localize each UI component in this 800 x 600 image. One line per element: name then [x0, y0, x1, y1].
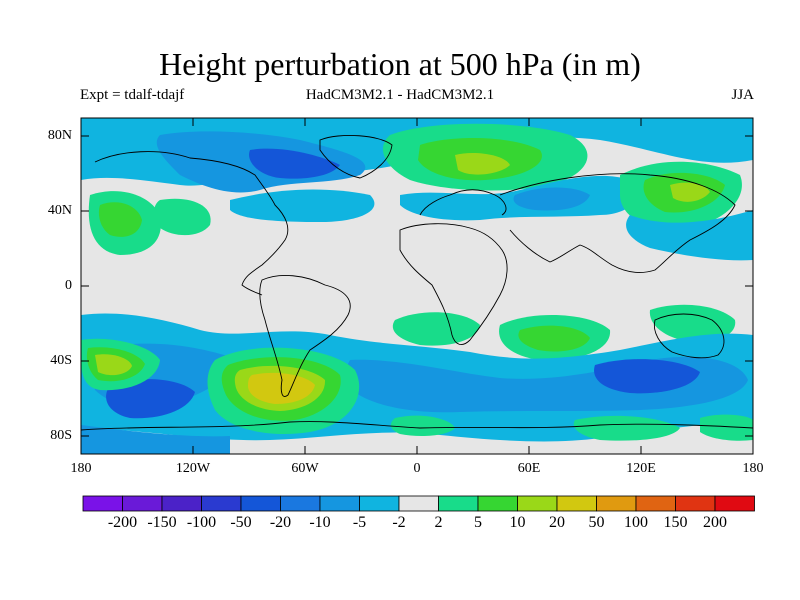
colorbar-swatch — [714, 495, 755, 512]
axis-ticks — [81, 118, 753, 454]
lat-label-80s: 80S — [50, 428, 72, 443]
anomaly-arctic-dark — [249, 148, 340, 179]
anomaly-nwpacific-core — [670, 182, 710, 202]
lat-label-0: 0 — [65, 278, 72, 293]
plot-title: Height perturbation at 500 hPa (in m) — [159, 46, 641, 82]
colorbar-swatch — [556, 495, 597, 512]
model-label: HadCM3M2.1 - HadCM3M2.1 — [305, 87, 495, 103]
lon-label-60w: 60W — [291, 461, 319, 476]
lon-label-180w: 180 — [70, 461, 92, 476]
colorbar-swatch — [477, 495, 518, 512]
colorbar-swatch — [161, 495, 202, 512]
coastlines — [81, 135, 753, 431]
lon-label-180e: 180 — [742, 461, 764, 476]
colorbar-label: 100 — [624, 514, 648, 531]
colorbar-label: -50 — [230, 514, 252, 531]
anomaly-s-atlantic-green — [392, 312, 480, 346]
colorbar-label: -100 — [186, 514, 217, 531]
colorbar-swatch — [438, 495, 479, 512]
anomaly-antarctic-green-2 — [573, 415, 680, 441]
colorbar-swatch — [359, 495, 400, 512]
colorbar-swatch — [596, 495, 637, 512]
lat-label-80n: 80N — [47, 128, 72, 143]
colorbar-swatch — [240, 495, 281, 512]
anomaly-s-indian-mid — [518, 325, 590, 352]
colorbar-label: -5 — [352, 514, 367, 531]
coast-greenland — [319, 135, 393, 179]
colorbar-swatch — [82, 495, 123, 512]
anomaly-eurasia-mid — [513, 187, 590, 211]
coast-australia — [653, 313, 725, 359]
lon-label-60e: 60E — [517, 461, 541, 476]
colorbar-swatch — [398, 495, 439, 512]
coast-south-america — [259, 275, 351, 397]
anomaly-s-indian-dark — [594, 359, 700, 394]
colorbar-label: -20 — [269, 514, 292, 531]
coast-antarctica — [81, 421, 753, 431]
colorbar-label: 150 — [663, 514, 688, 531]
colorbar-label: 2 — [434, 514, 443, 531]
lon-label-120e: 120E — [626, 461, 656, 476]
experiment-label: Expt = tdalf-tdajf — [80, 87, 185, 103]
season-label: JJA — [731, 87, 754, 103]
colorbar — [82, 495, 755, 512]
coast-africa — [399, 223, 508, 346]
colorbar-label: 20 — [549, 514, 565, 531]
anomaly-nepacific-mid — [98, 202, 142, 237]
anomaly-s-pacific-core — [95, 354, 132, 376]
lat-label-40n: 40N — [47, 203, 72, 218]
colorbar-label: 50 — [588, 514, 605, 531]
colorbar-swatch — [517, 495, 558, 512]
anomaly-natlantic-blue — [230, 189, 375, 222]
lon-label-120w: 120W — [175, 461, 211, 476]
colorbar-label: -150 — [147, 514, 177, 531]
anomaly-s-pacific-dark — [106, 379, 195, 419]
colorbar-label: -200 — [107, 514, 138, 531]
colorbar-label: 5 — [474, 514, 482, 531]
contour-field — [81, 118, 753, 454]
colorbar-swatch — [201, 495, 242, 512]
coast-north-america — [94, 151, 289, 296]
colorbar-swatch — [319, 495, 360, 512]
colorbar-label: 10 — [509, 514, 526, 531]
anomaly-antarctic-green-3 — [700, 414, 753, 441]
colorbar-swatch — [675, 495, 716, 512]
anomaly-npacific-blue — [626, 210, 753, 261]
anomaly-antarctic-green-1 — [390, 415, 455, 436]
coast-europe — [419, 189, 507, 216]
anomaly-scandinavia-core — [455, 153, 510, 175]
lon-label-0: 0 — [413, 461, 421, 476]
colorbar-swatch — [280, 495, 321, 512]
anomaly-aus-green — [649, 304, 736, 343]
colorbar-label: -10 — [309, 514, 331, 531]
colorbar-swatch — [635, 495, 676, 512]
colorbar-label: 200 — [703, 514, 727, 531]
colorbar-label: -2 — [392, 514, 406, 531]
coast-asia — [499, 173, 736, 273]
colorbar-swatch — [122, 495, 163, 512]
lat-label-40s: 40S — [50, 353, 72, 368]
anomaly-nwatlantic-green — [154, 198, 211, 236]
